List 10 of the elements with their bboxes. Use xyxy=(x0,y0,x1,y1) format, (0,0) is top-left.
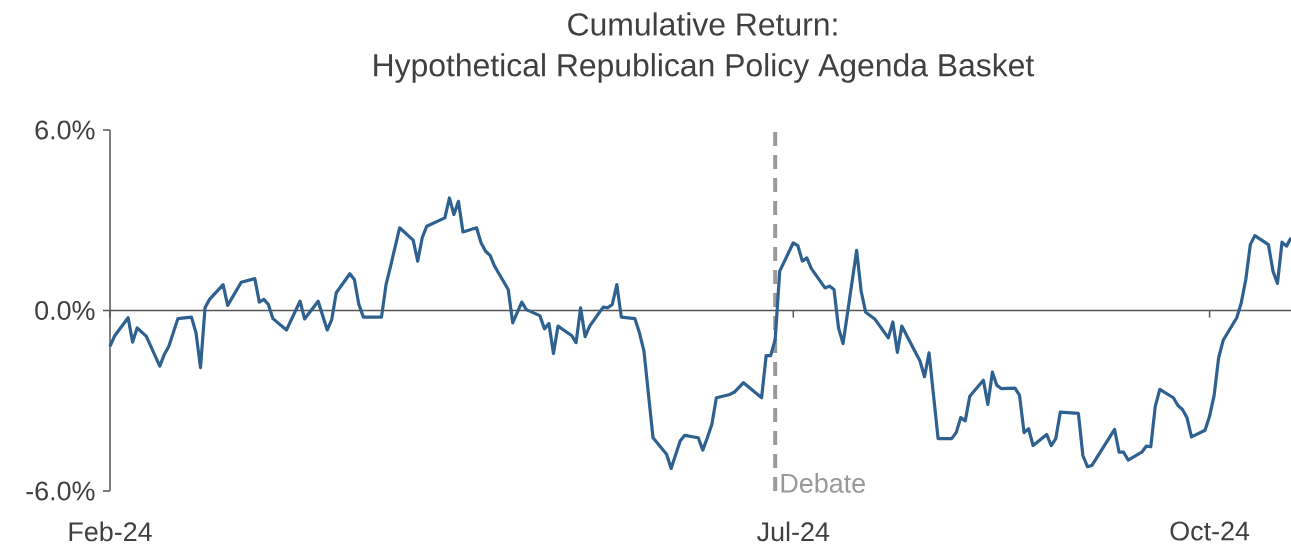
x-tick-label: Oct-24 xyxy=(1170,521,1250,541)
ref-line-label: Debate xyxy=(781,473,865,493)
y-tick-label: 0.0% xyxy=(35,300,95,321)
chart-title: Cumulative Return: xyxy=(568,12,837,36)
x-tick-label: Feb-24 xyxy=(69,521,152,542)
chart-subtitle: Hypothetical Republican Policy Agenda Basket xyxy=(374,53,1035,83)
line-series xyxy=(108,196,1291,471)
y-tick-label: 6.0% xyxy=(35,120,95,140)
y-tick-label: -6.0% xyxy=(26,481,95,501)
x-tick-label: Jul-24 xyxy=(757,521,830,542)
